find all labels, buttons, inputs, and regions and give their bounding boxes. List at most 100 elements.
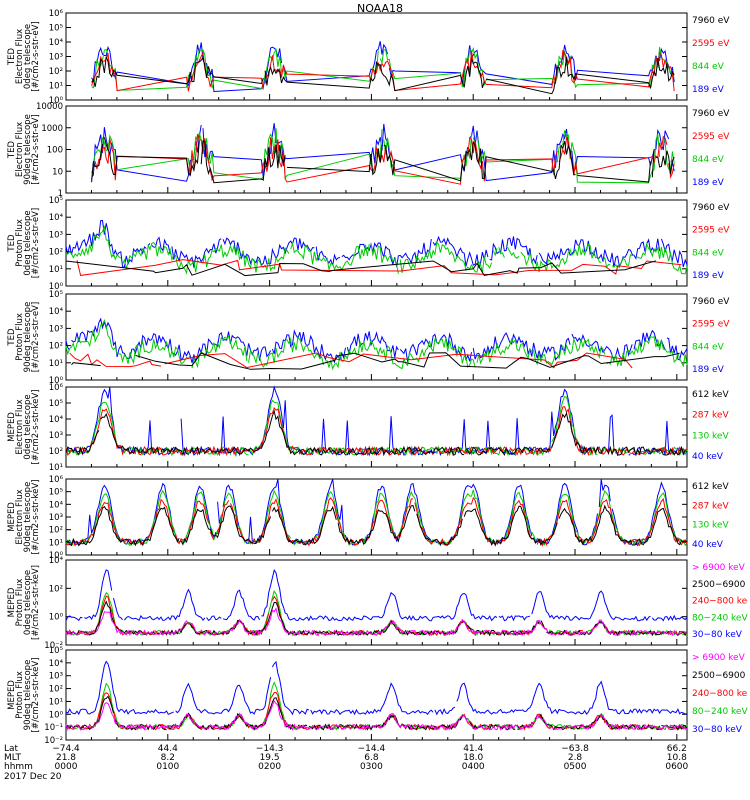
- series-trace: [65, 595, 688, 637]
- footer-mlt: 8.2: [161, 753, 175, 763]
- y-axis-label: TED: [7, 328, 17, 347]
- footer-lat: 66.2: [667, 744, 687, 754]
- series-trace: [65, 489, 688, 547]
- y-axis-label: MEPED: [7, 587, 17, 617]
- series-trace: [91, 46, 675, 91]
- footer-mlt: 6.8: [364, 753, 379, 763]
- legend-entry: 189 eV: [692, 178, 725, 188]
- series-trace: [65, 568, 688, 622]
- series-trace: [91, 123, 675, 182]
- footer-lat: −14.4: [358, 744, 386, 754]
- y-tick-label: 10⁰: [49, 551, 64, 561]
- y-axis-label: 0deg telescope: [23, 394, 33, 459]
- y-axis-label: MEPED: [7, 412, 17, 442]
- y-tick-label: 1: [58, 189, 63, 199]
- legend-entry: 2595 eV: [692, 39, 730, 49]
- panel-frame: [65, 293, 688, 381]
- series-trace: [65, 224, 688, 275]
- y-tick-label: 10¹: [49, 265, 63, 275]
- y-tick-label: 10⁵: [49, 290, 63, 300]
- y-tick-label: 10¹: [49, 359, 63, 369]
- y-tick-label: 10³: [49, 324, 63, 334]
- series-trace: [71, 352, 680, 370]
- y-tick-label: 10: [52, 167, 63, 177]
- series-trace: [91, 41, 675, 93]
- y-tick-label: 10⁵: [49, 196, 63, 206]
- y-axis-label: TED: [7, 234, 17, 253]
- legend-entry: 2500−6900: [692, 671, 746, 681]
- y-tick-label: 10⁵: [49, 399, 63, 409]
- y-tick-label: 10⁴: [49, 213, 64, 223]
- legend-entry: 130 keV: [692, 431, 729, 441]
- y-tick-label: 10¹: [49, 463, 63, 473]
- legend-entry: 2500−6900: [692, 580, 746, 590]
- y-tick-label: 10⁵: [49, 24, 63, 34]
- footer-hhmm: 0000: [55, 762, 78, 772]
- series-trace: [76, 259, 682, 276]
- legend-entry: 2595 eV: [692, 226, 730, 236]
- y-tick-label: 10⁰: [49, 613, 64, 623]
- series-trace: [91, 137, 675, 184]
- y-axis-label: Proton Flux: [15, 579, 25, 627]
- footer-hhmm: 0500: [564, 762, 587, 772]
- series-trace: [65, 699, 688, 732]
- legend-entry: 30−80 keV: [692, 725, 743, 735]
- panel-frame: [65, 649, 688, 741]
- y-tick-label: 10⁰: [49, 96, 64, 106]
- footer-mlt: 2.8: [568, 753, 583, 763]
- y-tick-label: 100: [47, 146, 63, 156]
- y-axis-label: 90deg telescope: [23, 114, 33, 185]
- panel-frame: [65, 12, 688, 101]
- footer-hhmm: 0100: [156, 762, 179, 772]
- series-trace: [65, 317, 688, 364]
- y-axis-label: [#/cm2-s-str-eV]: [31, 302, 41, 372]
- y-axis-label: 90deg telescope: [23, 660, 33, 731]
- legend-entry: 80−240 keV: [692, 613, 748, 623]
- series-trace: [65, 319, 688, 371]
- legend-entry: 40 keV: [692, 452, 724, 462]
- legend-entry: 240−800 ke: [692, 689, 748, 699]
- y-axis-label: MEPED: [7, 680, 17, 710]
- y-tick-label: 10⁶: [49, 383, 64, 393]
- series-trace: [65, 405, 688, 457]
- y-tick-label: 10000: [36, 102, 63, 112]
- y-axis-label: Electron Flux: [15, 29, 25, 84]
- footer-lat: −14.3: [256, 744, 284, 754]
- legend-entry: 30−80 keV: [692, 630, 743, 640]
- series-trace: [65, 607, 688, 637]
- legend-entry: 2595 eV: [692, 132, 730, 142]
- y-tick-label: 10⁻²: [44, 736, 63, 746]
- y-tick-label: 10⁴: [49, 415, 64, 425]
- y-axis-label: [#/cm2-s-str-keV]: [31, 480, 41, 555]
- legend-entry: 80−240 keV: [692, 707, 748, 717]
- legend-entry: 7960 eV: [692, 203, 730, 213]
- y-axis-label: Proton Flux: [15, 313, 25, 361]
- y-axis-label: [#/cm2-s-str-eV]: [31, 21, 41, 91]
- y-axis-label: [#/cm2-s-str-keV]: [31, 565, 41, 640]
- y-tick-label: 10¹: [49, 538, 63, 548]
- legend-entry: > 6900 keV: [692, 563, 746, 573]
- y-tick-label: 10⁰: [49, 710, 64, 720]
- legend-entry: 7960 eV: [692, 297, 730, 307]
- y-tick-label: 10⁴: [49, 307, 64, 317]
- y-tick-label: 10²: [49, 67, 63, 77]
- footer-mlt: 19.5: [260, 753, 280, 763]
- legend-entry: 7960 eV: [692, 16, 730, 26]
- footer-row-label: MLT: [4, 753, 22, 763]
- legend-entry: 844 eV: [692, 248, 725, 258]
- legend-entry: 240−800 ke: [692, 597, 748, 607]
- series-trace: [65, 504, 688, 547]
- y-tick-label: 10¹: [49, 697, 63, 707]
- y-axis-label: 0deg telescope: [23, 570, 33, 635]
- y-tick-label: 10⁴: [49, 659, 64, 669]
- y-axis-label: MEPED: [7, 502, 17, 532]
- panel-frame: [65, 199, 688, 287]
- legend-entry: 189 eV: [692, 85, 725, 95]
- panels-group: 10⁰ 10¹ 10² 10³ 10⁴ 10⁵ 10⁶ TED Electron Flux 0de…: [7, 9, 748, 746]
